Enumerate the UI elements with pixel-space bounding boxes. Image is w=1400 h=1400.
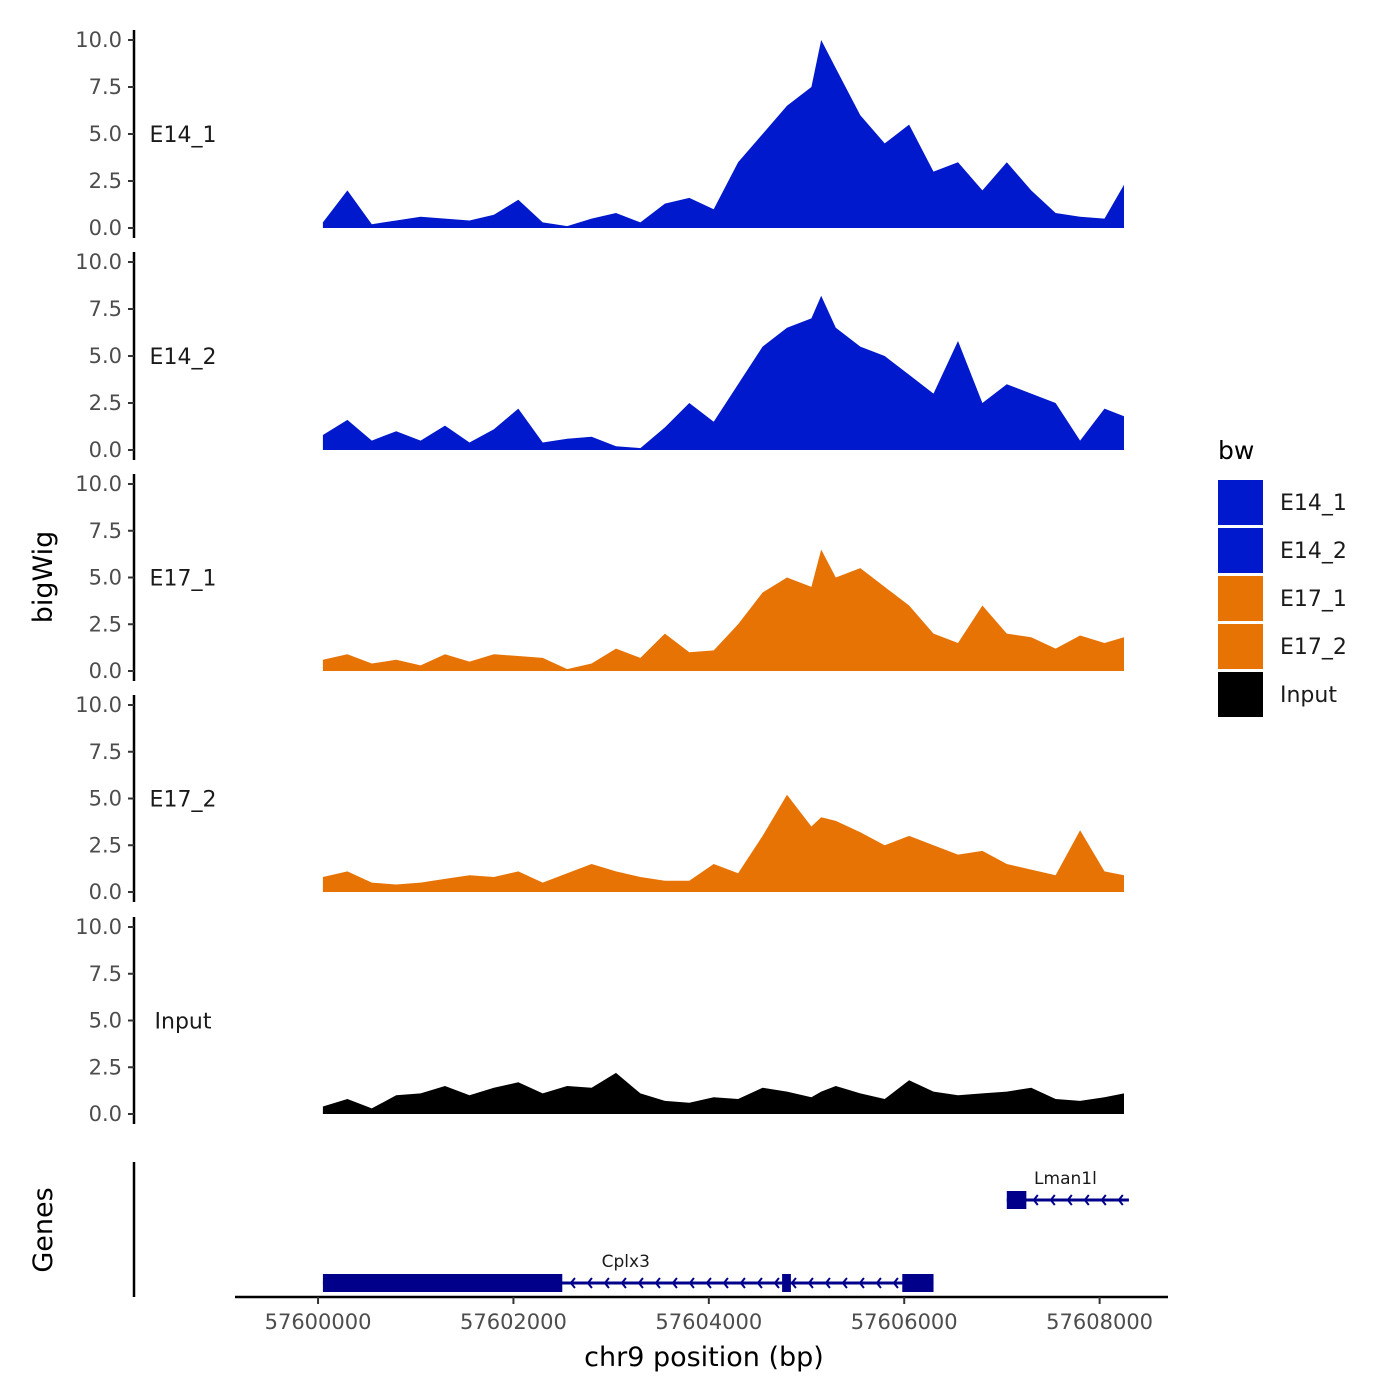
y-tick-label: 7.5	[89, 519, 122, 543]
x-tick-label: 57602000	[460, 1310, 567, 1334]
area-e14-1	[322, 40, 1124, 228]
x-tick-label: 57606000	[851, 1310, 958, 1334]
y-tick-label: 7.5	[89, 740, 122, 764]
x-tick-label: 57608000	[1046, 1310, 1153, 1334]
y-tick-label: 0.0	[89, 659, 122, 683]
y-tick-label: 0.0	[89, 438, 122, 462]
strand-arrow	[875, 1277, 882, 1289]
strand-arrow	[1083, 1194, 1090, 1206]
x-axis: 57600000 57602000 57604000 57606000 57608000	[235, 1295, 1168, 1334]
exon	[902, 1274, 934, 1292]
gene-label-lman1l: Lman1l	[1034, 1169, 1097, 1189]
strand-arrow	[1032, 1194, 1039, 1206]
y-tick-label: 7.5	[89, 297, 122, 321]
track-e17-2: 0.0 2.5 5.0 7.5 10.0 E17_2	[75, 693, 1124, 904]
y-tick-label: 5.0	[89, 1009, 122, 1033]
legend-label-input: Input	[1280, 683, 1337, 708]
strand-arrow	[603, 1277, 610, 1289]
genes-axis-title: Genes	[28, 1187, 59, 1272]
y-tick-label: 2.5	[89, 612, 122, 636]
y-tick-label: 7.5	[89, 962, 122, 986]
strand-arrow	[1049, 1194, 1056, 1206]
strand-arrow	[858, 1277, 865, 1289]
strand-arrow	[1117, 1194, 1124, 1206]
y-tick-label: 10.0	[75, 250, 122, 274]
legend-label-e17-2: E17_2	[1280, 635, 1347, 660]
strand-arrow	[688, 1277, 695, 1289]
strand-arrow	[637, 1277, 644, 1289]
genes-panel: Cplx3 Lman1l	[132, 1162, 1129, 1297]
strand-arrow	[1066, 1194, 1073, 1206]
strand-arrow	[841, 1277, 848, 1289]
y-tick-label: 0.0	[89, 216, 122, 240]
y-tick-label: 10.0	[75, 915, 122, 939]
y-tick-label: 10.0	[75, 472, 122, 496]
legend-title: bw	[1218, 436, 1254, 465]
strand-arrow	[722, 1277, 729, 1289]
gene-label-cplx3: Cplx3	[602, 1252, 650, 1272]
y-tick-label: 7.5	[89, 75, 122, 99]
legend-label-e14-2: E14_2	[1280, 539, 1347, 564]
gene-cplx3: Cplx3	[322, 1252, 934, 1292]
exon	[1006, 1191, 1027, 1209]
legend-key-e14-2	[1218, 528, 1263, 573]
area-e14-2	[322, 295, 1124, 450]
strand-arrow	[739, 1277, 746, 1289]
track-label-input: Input	[155, 1010, 212, 1035]
y-tick-label: 2.5	[89, 833, 122, 857]
strand-arrow	[790, 1277, 797, 1289]
legend-label-e14-1: E14_1	[1280, 491, 1347, 516]
x-tick-label: 57600000	[265, 1310, 372, 1334]
legend-label-e17-1: E17_1	[1280, 587, 1347, 612]
strand-arrow	[807, 1277, 814, 1289]
area-e17-1	[322, 549, 1124, 671]
strand-arrow	[1100, 1194, 1107, 1206]
y-tick-label: 5.0	[89, 344, 122, 368]
gene-lman1l: Lman1l	[1006, 1169, 1129, 1209]
legend: bw E14_1 E14_2 E17_1 E17_2 Input	[1218, 436, 1347, 717]
y-tick-label: 2.5	[89, 1055, 122, 1079]
strand-arrow	[620, 1277, 627, 1289]
strand-arrow	[654, 1277, 661, 1289]
track-e14-1: 0.0 2.5 5.0 7.5 10.0 E14_1	[75, 28, 1124, 240]
track-e17-1: 0.0 2.5 5.0 7.5 10.0 E17_1	[75, 472, 1124, 683]
track-label-e14-2: E14_2	[150, 345, 217, 370]
area-input	[322, 1072, 1124, 1114]
exon	[782, 1274, 791, 1292]
x-tick-label: 57604000	[655, 1310, 762, 1334]
track-label-e17-1: E17_1	[150, 567, 217, 592]
y-tick-label: 2.5	[89, 169, 122, 193]
legend-key-input	[1218, 672, 1263, 717]
legend-key-e17-2	[1218, 624, 1263, 669]
y-tick-label: 5.0	[89, 566, 122, 590]
strand-arrow	[569, 1277, 576, 1289]
y-axis-title: bigWig	[28, 531, 59, 624]
track-label-e14-1: E14_1	[150, 123, 217, 148]
strand-arrow	[773, 1277, 780, 1289]
exon	[322, 1274, 563, 1292]
strand-arrow	[705, 1277, 712, 1289]
strand-arrow	[586, 1277, 593, 1289]
y-tick-label: 10.0	[75, 693, 122, 717]
legend-key-e17-1	[1218, 576, 1263, 621]
y-tick-label: 0.0	[89, 880, 122, 904]
y-tick-label: 0.0	[89, 1102, 122, 1126]
strand-arrow	[756, 1277, 763, 1289]
track-label-e17-2: E17_2	[150, 788, 217, 813]
track-input: 0.0 2.5 5.0 7.5 10.0 Input	[75, 915, 1124, 1126]
strand-arrow	[824, 1277, 831, 1289]
x-axis-title: chr9 position (bp)	[584, 1342, 824, 1373]
area-e17-2	[322, 794, 1124, 892]
signal-tracks: 0.0 2.5 5.0 7.5 10.0 E14_1 0.0 2.5 5.0 7.5 10.0 E14…	[75, 28, 1124, 1126]
strand-arrow	[892, 1277, 899, 1289]
legend-key-e14-1	[1218, 480, 1263, 525]
y-tick-label: 2.5	[89, 391, 122, 415]
y-tick-label: 5.0	[89, 122, 122, 146]
track-e14-2: 0.0 2.5 5.0 7.5 10.0 E14_2	[75, 250, 1124, 462]
strand-arrow	[671, 1277, 678, 1289]
y-tick-label: 5.0	[89, 787, 122, 811]
y-tick-label: 10.0	[75, 28, 122, 52]
